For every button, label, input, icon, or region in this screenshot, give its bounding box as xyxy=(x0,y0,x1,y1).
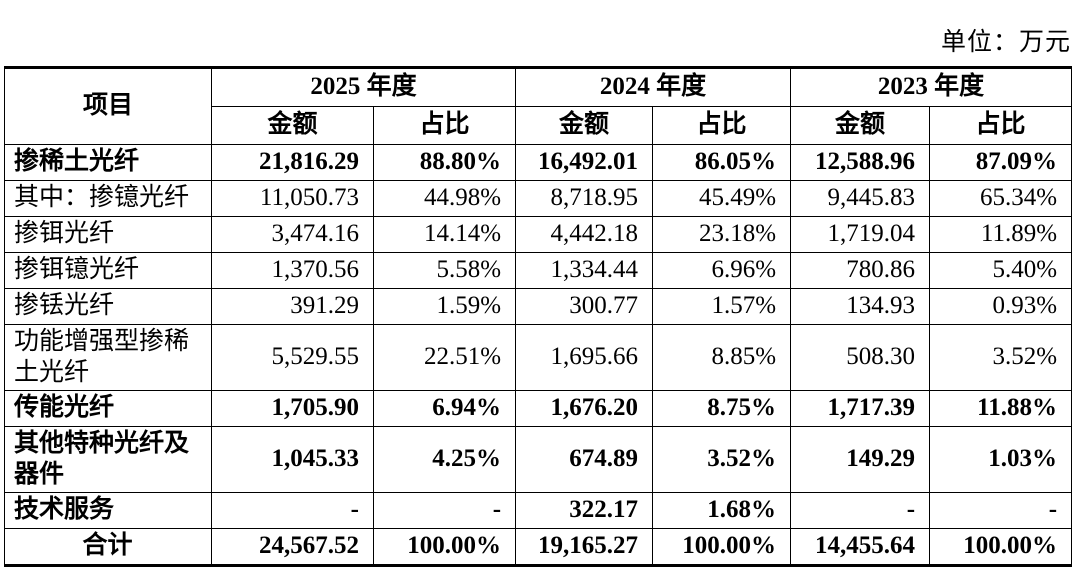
cell-value: 1,370.56 xyxy=(211,252,374,289)
cell-value: 9,445.83 xyxy=(790,180,931,217)
cell-value: 45.49% xyxy=(652,180,792,217)
row-label: 掺稀土光纤 xyxy=(4,144,212,181)
row-label: 功能增强型掺稀土光纤 xyxy=(4,324,212,391)
cell-value: 0.93% xyxy=(929,288,1073,325)
cell-value: 21,816.29 xyxy=(211,144,374,181)
cell-value: 100.00% xyxy=(652,528,792,567)
row-label: 掺铥光纤 xyxy=(4,288,212,325)
table-row: 其他特种光纤及器件 1,045.33 4.25% 674.89 3.52% 149.29 1… xyxy=(4,426,1073,493)
cell-value: 3.52% xyxy=(652,426,792,493)
table-row: 其中：掺镱光纤 11,050.73 44.98% 8,718.95 45.49% 9,44… xyxy=(4,180,1073,217)
cell-value: - xyxy=(790,492,931,529)
cell-value: 14.14% xyxy=(372,216,517,253)
cell-value: 65.34% xyxy=(929,180,1073,217)
cell-value: 11.88% xyxy=(929,390,1073,427)
cell-value: 12,588.96 xyxy=(790,144,931,181)
cell-value: 1,334.44 xyxy=(515,252,654,289)
column-header-item: 项目 xyxy=(4,66,212,145)
cell-value: 1.03% xyxy=(929,426,1073,493)
column-header-year-2024: 2024 年度 xyxy=(515,66,792,107)
cell-value: 44.98% xyxy=(372,180,517,217)
column-header-ratio-2025: 占比 xyxy=(372,106,517,145)
cell-value: 24,567.52 xyxy=(211,528,374,567)
cell-value: 16,492.01 xyxy=(515,144,654,181)
table-row: 掺铥光纤 391.29 1.59% 300.77 1.57% 134.93 0.93% xyxy=(4,288,1073,325)
cell-value: - xyxy=(929,492,1073,529)
header-row-years: 项目 2025 年度 2024 年度 2023 年度 xyxy=(4,66,1073,145)
cell-value: 1.68% xyxy=(652,492,792,529)
table-row: 技术服务 - -322.17 1.68% - - xyxy=(4,492,1073,529)
cell-value: 22.51% xyxy=(372,324,517,391)
cell-value: 1,695.66 xyxy=(515,324,654,391)
cell-value: - xyxy=(211,492,374,529)
cell-value: 100.00% xyxy=(372,528,517,567)
cell-value: 4.25% xyxy=(372,426,517,493)
cell-value: 780.86 xyxy=(790,252,931,289)
cell-value: 3,474.16 xyxy=(211,216,374,253)
cell-value: 300.77 xyxy=(515,288,654,325)
table-row: 掺铒光纤 3,474.16 14.14% 4,442.18 23.18% 1,719.04… xyxy=(4,216,1073,253)
table-row: 掺稀土光纤 21,816.29 88.80% 16,492.01 86.05% 12,58… xyxy=(4,144,1073,181)
row-label: 其他特种光纤及器件 xyxy=(4,426,212,493)
cell-value: 23.18% xyxy=(652,216,792,253)
row-label: 合计 xyxy=(4,528,212,567)
cell-value: 1.59% xyxy=(372,288,517,325)
cell-value: 1,045.33 xyxy=(211,426,374,493)
cell-value: 508.30 xyxy=(790,324,931,391)
cell-value: 1.57% xyxy=(652,288,792,325)
table-row: 合计 24,567.52 100.00% 19,165.27 100.00% 14,455… xyxy=(4,528,1073,567)
cell-value: 5,529.55 xyxy=(211,324,374,391)
cell-value: 8.85% xyxy=(652,324,792,391)
cell-value: 674.89 xyxy=(515,426,654,493)
cell-value: 134.93 xyxy=(790,288,931,325)
cell-value: 1,705.90 xyxy=(211,390,374,427)
table-header: 项目 2025 年度 2024 年度 2023 年度 金额 占比 金额 占比 金… xyxy=(4,66,1073,145)
column-header-ratio-2024: 占比 xyxy=(652,106,792,145)
cell-value: 5.58% xyxy=(372,252,517,289)
cell-value: 6.94% xyxy=(372,390,517,427)
cell-value: 4,442.18 xyxy=(515,216,654,253)
cell-value: 19,165.27 xyxy=(515,528,654,567)
row-label: 掺铒镱光纤 xyxy=(4,252,212,289)
column-header-year-2023: 2023 年度 xyxy=(790,66,1073,107)
row-label: 掺铒光纤 xyxy=(4,216,212,253)
table-row: 传能光纤 1,705.90 6.94% 1,676.20 8.75% 1,717.39 11… xyxy=(4,390,1073,427)
unit-label: 单位：万元 xyxy=(940,29,1071,56)
column-header-amount-2024: 金额 xyxy=(515,106,654,145)
cell-value: 149.29 xyxy=(790,426,931,493)
cell-value: 88.80% xyxy=(372,144,517,181)
column-header-amount-2025: 金额 xyxy=(211,106,374,145)
cell-value: 11,050.73 xyxy=(211,180,374,217)
cell-value: 8,718.95 xyxy=(515,180,654,217)
cell-value: 8.75% xyxy=(652,390,792,427)
cell-value: 5.40% xyxy=(929,252,1073,289)
cell-value: 1,719.04 xyxy=(790,216,931,253)
cell-value: 322.17 xyxy=(515,492,654,529)
table-body: 掺稀土光纤 21,816.29 88.80% 16,492.01 86.05% 12,58… xyxy=(4,144,1073,567)
cell-value: 391.29 xyxy=(211,288,374,325)
cell-value: 14,455.64 xyxy=(790,528,931,567)
column-header-year-2025: 2025 年度 xyxy=(210,66,517,107)
column-header-ratio-2023: 占比 xyxy=(929,106,1073,145)
cell-value: 3.52% xyxy=(929,324,1073,391)
cell-value: 1,717.39 xyxy=(790,390,931,427)
cell-value: - xyxy=(372,492,517,529)
financial-table: 项目 2025 年度 2024 年度 2023 年度 金额 占比 金额 占比 金… xyxy=(4,66,1073,567)
cell-value: 86.05% xyxy=(652,144,792,181)
cell-value: 100.00% xyxy=(929,528,1073,567)
row-label: 技术服务 xyxy=(4,492,212,529)
cell-value: 1,676.20 xyxy=(515,390,654,427)
table-row: 功能增强型掺稀土光纤 5,529.55 22.51% 1,695.66 8.85% 508… xyxy=(4,324,1073,391)
column-header-amount-2023: 金额 xyxy=(790,106,931,145)
cell-value: 87.09% xyxy=(929,144,1073,181)
row-label: 其中：掺镱光纤 xyxy=(4,180,212,217)
table-row: 掺铒镱光纤 1,370.56 5.58% 1,334.44 6.96% 780.86 5.4… xyxy=(4,252,1073,289)
cell-value: 11.89% xyxy=(929,216,1073,253)
row-label: 传能光纤 xyxy=(4,390,212,427)
cell-value: 6.96% xyxy=(652,252,792,289)
